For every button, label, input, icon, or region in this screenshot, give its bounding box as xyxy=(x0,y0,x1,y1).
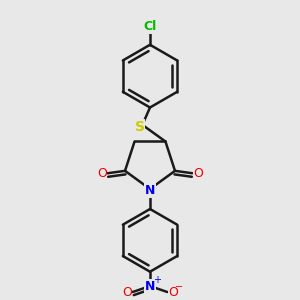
Text: S: S xyxy=(134,120,145,134)
Text: O: O xyxy=(97,167,107,180)
Text: −: − xyxy=(175,282,183,292)
Text: +: + xyxy=(153,275,161,285)
Text: Cl: Cl xyxy=(143,20,157,33)
Text: N: N xyxy=(145,280,155,292)
Text: O: O xyxy=(193,167,203,180)
Text: O: O xyxy=(168,286,178,298)
Text: N: N xyxy=(145,184,155,197)
Text: O: O xyxy=(122,286,132,298)
